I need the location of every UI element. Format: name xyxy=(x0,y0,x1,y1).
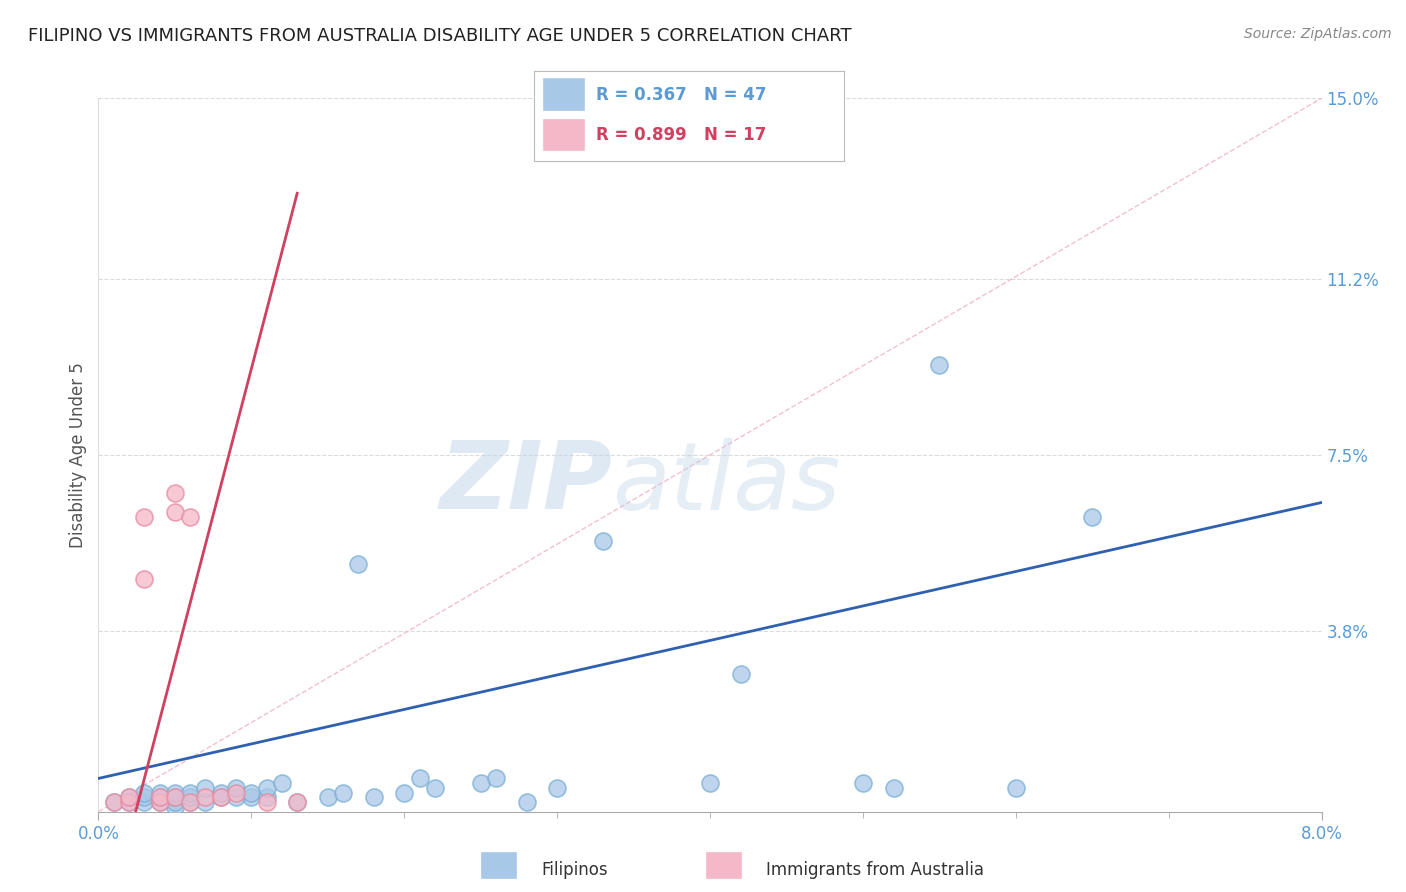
Text: Immigrants from Australia: Immigrants from Australia xyxy=(766,861,984,879)
Bar xyxy=(482,853,516,878)
Point xyxy=(134,795,156,809)
Point xyxy=(149,795,172,809)
Point xyxy=(179,786,201,800)
Text: atlas: atlas xyxy=(612,438,841,529)
Point xyxy=(134,572,156,586)
Point xyxy=(270,776,294,790)
Text: Filipinos: Filipinos xyxy=(541,861,607,879)
Point xyxy=(470,776,492,790)
Point xyxy=(256,795,278,809)
Point xyxy=(546,780,568,795)
Point xyxy=(363,790,385,805)
Point xyxy=(516,795,538,809)
Point xyxy=(149,790,172,805)
Point xyxy=(103,795,125,809)
Point xyxy=(699,776,721,790)
Point xyxy=(209,790,232,805)
Point xyxy=(592,533,614,548)
Point xyxy=(852,776,875,790)
Point xyxy=(163,486,186,500)
Point xyxy=(240,786,263,800)
Point xyxy=(149,795,172,809)
Point xyxy=(103,795,125,809)
Point xyxy=(285,795,308,809)
Point xyxy=(485,772,508,786)
Point xyxy=(179,509,201,524)
Point xyxy=(179,795,201,809)
Point xyxy=(149,786,172,800)
Point xyxy=(134,790,156,805)
Point xyxy=(163,786,186,800)
Point xyxy=(256,780,278,795)
Text: R = 0.367   N = 47: R = 0.367 N = 47 xyxy=(596,86,766,103)
Point xyxy=(256,790,278,805)
Point xyxy=(194,780,217,795)
Bar xyxy=(544,120,583,150)
Point xyxy=(316,790,339,805)
Point xyxy=(134,786,156,800)
Point xyxy=(194,790,217,805)
Point xyxy=(408,772,430,786)
Text: Source: ZipAtlas.com: Source: ZipAtlas.com xyxy=(1244,27,1392,41)
Point xyxy=(392,786,416,800)
Point xyxy=(928,358,950,372)
Text: ZIP: ZIP xyxy=(439,437,612,530)
Point xyxy=(423,780,446,795)
Point xyxy=(730,666,752,681)
Point xyxy=(209,786,232,800)
Point xyxy=(118,795,141,809)
Point xyxy=(332,786,354,800)
Bar xyxy=(544,79,583,110)
Point xyxy=(883,780,905,795)
Point xyxy=(225,790,247,805)
Point xyxy=(163,790,186,805)
Point xyxy=(347,558,370,572)
Point xyxy=(163,800,186,814)
Point xyxy=(134,509,156,524)
Point xyxy=(149,790,172,805)
Point xyxy=(1081,509,1104,524)
Point xyxy=(163,505,186,519)
Text: R = 0.899   N = 17: R = 0.899 N = 17 xyxy=(596,126,766,144)
Point xyxy=(285,795,308,809)
Point xyxy=(118,795,141,809)
Point xyxy=(179,790,201,805)
Point xyxy=(225,780,247,795)
Point xyxy=(163,790,186,805)
Point xyxy=(209,790,232,805)
Bar xyxy=(707,853,741,878)
Point xyxy=(163,795,186,809)
Point xyxy=(240,790,263,805)
Text: FILIPINO VS IMMIGRANTS FROM AUSTRALIA DISABILITY AGE UNDER 5 CORRELATION CHART: FILIPINO VS IMMIGRANTS FROM AUSTRALIA DI… xyxy=(28,27,852,45)
Point xyxy=(194,795,217,809)
Point xyxy=(179,795,201,809)
Point xyxy=(1004,780,1026,795)
Point xyxy=(118,790,141,805)
Y-axis label: Disability Age Under 5: Disability Age Under 5 xyxy=(69,362,87,548)
Point xyxy=(225,786,247,800)
Point xyxy=(118,790,141,805)
